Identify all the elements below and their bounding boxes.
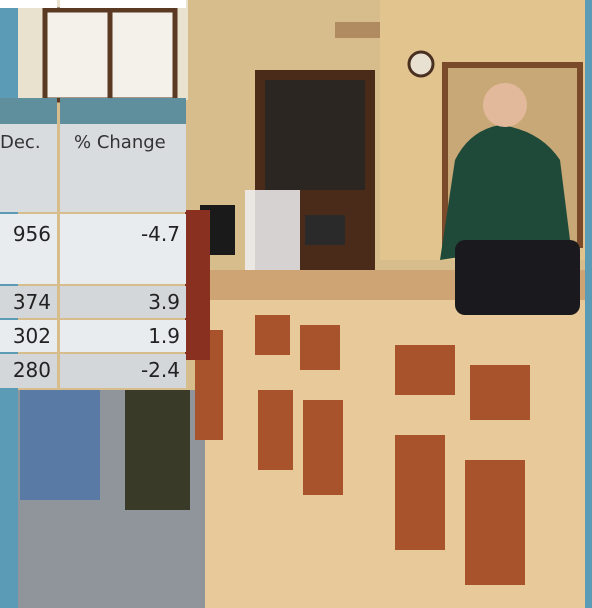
header-band: [60, 98, 186, 124]
table-cell: 302: [0, 320, 57, 352]
table-cell: 374: [0, 286, 57, 318]
table-cell: [0, 0, 57, 8]
header-band: [0, 98, 57, 124]
table-cell: 1.9: [60, 320, 186, 352]
table-cell: 956: [0, 214, 57, 284]
header-cell: Dec.: [0, 124, 57, 212]
table-cell: 280: [0, 354, 57, 388]
table-cell: [60, 0, 186, 8]
header-cell: % Change: [60, 124, 186, 212]
table-cell: -4.7: [60, 214, 186, 284]
slide: Dec. % Change 956-4.73743.93021.9280-2.4: [0, 0, 592, 608]
table-cell: 3.9: [60, 286, 186, 318]
table-cell: -2.4: [60, 354, 186, 388]
